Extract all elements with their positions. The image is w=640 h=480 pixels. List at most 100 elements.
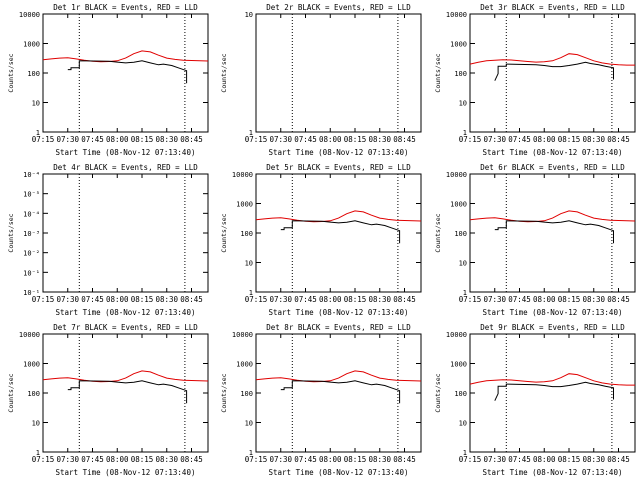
y-tick-label: 1 [36, 129, 40, 137]
y-tick-label: 10 [245, 420, 253, 428]
x-tick-label: 08:45 [607, 455, 630, 464]
x-tick-label: 07:45 [294, 135, 317, 144]
x-tick-label: 07:15 [459, 135, 482, 144]
panel-title: Det 4r BLACK = Events, RED = LLD [53, 163, 198, 172]
x-tick-label: 07:30 [483, 455, 506, 464]
y-tick-label: 10 [459, 100, 467, 108]
x-tick-label: 07:30 [483, 295, 506, 304]
y-tick-label: 10000 [19, 11, 40, 19]
panel-title: Det 1r BLACK = Events, RED = LLD [53, 3, 198, 12]
x-tick-label: 07:15 [32, 135, 55, 144]
y-tick-label: 100 [27, 70, 40, 78]
x-tick-label: 08:15 [344, 135, 367, 144]
y-tick-label: 100 [454, 70, 467, 78]
series-red-lld [42, 370, 209, 383]
x-axis-label: Start Time (08-Nov-12 07:13:40) [56, 468, 196, 477]
x-tick-label: 08:30 [368, 455, 391, 464]
x-tick-label: 07:15 [245, 455, 268, 464]
series-black-events [280, 220, 401, 244]
x-axis-label: Start Time (08-Nov-12 07:13:40) [269, 308, 409, 317]
y-tick-label: 1000 [450, 41, 467, 49]
y-tick-label: 10000 [446, 331, 467, 339]
y-tick-label: 10⁻⁵ [23, 191, 40, 199]
y-tick-label: 1000 [236, 361, 253, 369]
x-tick-label: 07:45 [81, 455, 104, 464]
x-tick-label: 08:00 [106, 135, 129, 144]
x-tick-label: 07:30 [269, 135, 292, 144]
y-tick-label: 10⁻² [23, 250, 40, 258]
y-tick-label: 10⁻⁴ [23, 171, 40, 179]
y-tick-label: 10000 [232, 171, 253, 179]
x-tick-label: 08:45 [607, 295, 630, 304]
series-red-lld [469, 210, 636, 223]
y-axis-label: Counts/sec [7, 213, 15, 252]
x-tick-label: 07:45 [508, 135, 531, 144]
series-black-events [494, 381, 614, 401]
y-tick-label: 10 [245, 11, 253, 19]
x-tick-label: 08:30 [155, 295, 178, 304]
y-tick-label: 100 [27, 390, 40, 398]
y-tick-label: 10⁻³ [23, 230, 40, 238]
plot-frame [42, 13, 209, 133]
panel-title: Det 5r BLACK = Events, RED = LLD [266, 163, 411, 172]
x-tick-label: 08:30 [582, 135, 605, 144]
y-tick-label: 1 [463, 289, 467, 297]
x-tick-label: 08:45 [393, 135, 416, 144]
y-tick-label: 1 [249, 129, 253, 137]
x-tick-label: 08:30 [368, 295, 391, 304]
x-tick-label: 08:45 [180, 135, 203, 144]
series-black-events [67, 380, 188, 404]
panel-title: Det 3r BLACK = Events, RED = LLD [480, 3, 625, 12]
y-tick-label: 1000 [450, 361, 467, 369]
x-tick-label: 07:45 [294, 455, 317, 464]
panel-det8: Det 8r BLACK = Events, RED = LLD Counts/s… [220, 323, 422, 477]
x-tick-label: 08:15 [558, 455, 581, 464]
panel-det3: Det 3r BLACK = Events, RED = LLD Counts/s… [434, 3, 636, 157]
y-tick-label: 10000 [446, 11, 467, 19]
x-tick-label: 08:30 [155, 135, 178, 144]
x-tick-label: 08:45 [393, 455, 416, 464]
x-tick-label: 07:45 [508, 455, 531, 464]
y-tick-label: 100 [454, 230, 467, 238]
panel-det5: Det 5r BLACK = Events, RED = LLD Counts/s… [220, 163, 422, 317]
x-tick-label: 07:45 [81, 295, 104, 304]
panel-det1: Det 1r BLACK = Events, RED = LLD Counts/s… [7, 3, 209, 157]
x-axis-label: Start Time (08-Nov-12 07:13:40) [269, 148, 409, 157]
x-tick-label: 08:45 [393, 295, 416, 304]
x-tick-label: 08:00 [319, 455, 342, 464]
x-tick-label: 08:15 [344, 295, 367, 304]
y-tick-label: 10 [32, 420, 40, 428]
plot-frame [255, 13, 422, 133]
plot-frame [42, 333, 209, 453]
plot-frame [42, 173, 209, 293]
y-tick-label: 10 [32, 100, 40, 108]
x-tick-label: 08:00 [533, 295, 556, 304]
y-tick-label: 10⁻¹ [23, 289, 40, 297]
y-tick-label: 10 [459, 420, 467, 428]
y-tick-label: 10⁻¹ [23, 269, 40, 277]
y-tick-label: 100 [454, 390, 467, 398]
x-tick-label: 08:00 [106, 455, 129, 464]
x-axis-label: Start Time (08-Nov-12 07:13:40) [56, 148, 196, 157]
y-tick-label: 1000 [23, 361, 40, 369]
x-tick-label: 07:30 [56, 135, 79, 144]
x-tick-label: 07:45 [294, 295, 317, 304]
panel-title: Det 8r BLACK = Events, RED = LLD [266, 323, 411, 332]
plot-frame [469, 13, 636, 133]
y-axis-label: Counts/sec [220, 53, 228, 92]
x-tick-label: 08:45 [180, 455, 203, 464]
x-tick-label: 07:30 [56, 295, 79, 304]
x-tick-label: 08:00 [319, 295, 342, 304]
x-tick-label: 07:15 [459, 455, 482, 464]
y-axis-label: Counts/sec [220, 373, 228, 412]
plot-frame [255, 333, 422, 453]
panel-det6: Det 6r BLACK = Events, RED = LLD Counts/s… [434, 163, 636, 317]
y-tick-label: 100 [240, 230, 253, 238]
x-tick-label: 07:15 [245, 295, 268, 304]
x-tick-label: 08:00 [319, 135, 342, 144]
x-tick-label: 08:30 [582, 295, 605, 304]
series-red-lld [42, 50, 209, 63]
y-tick-label: 1 [463, 449, 467, 457]
x-tick-label: 07:15 [32, 295, 55, 304]
